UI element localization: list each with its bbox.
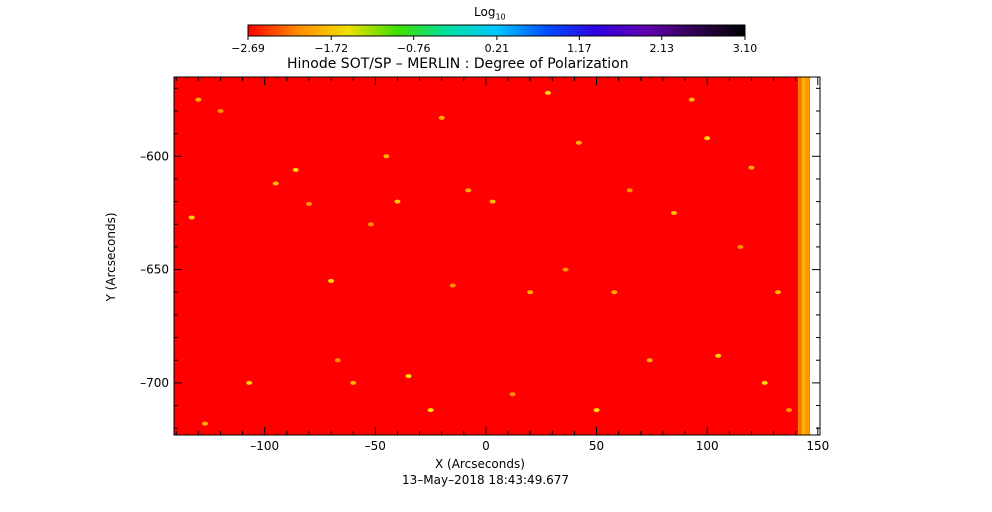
polarization-patch — [544, 90, 551, 95]
colorbar-label: Log10 — [474, 6, 506, 21]
x-tick-label: 0 — [482, 439, 490, 453]
x-tick-label: –50 — [365, 439, 386, 453]
polarization-patch — [509, 392, 516, 397]
colorbar-tick-label: −1.72 — [314, 42, 348, 55]
polarization-patch — [383, 154, 390, 159]
polarization-patch — [305, 201, 312, 206]
polarization-patch — [201, 421, 208, 426]
polarization-patch — [405, 374, 412, 379]
polarization-patch — [195, 97, 202, 102]
polarization-patch — [328, 278, 335, 283]
polarization-patch — [527, 290, 534, 295]
polarization-patch — [786, 408, 793, 413]
polarization-patch — [646, 358, 653, 363]
polarization-patch — [704, 136, 711, 141]
y-tick-label: –700 — [140, 376, 169, 390]
polarization-patch — [350, 380, 357, 385]
polarization-patch — [438, 115, 445, 120]
polarization-patch — [465, 188, 472, 193]
colorbar-tick-label: 0.21 — [485, 42, 510, 55]
polarization-patch — [593, 408, 600, 413]
x-axis-label: X (Arcseconds) — [435, 457, 525, 471]
blank-edge-strip — [810, 77, 820, 435]
polarization-patch — [272, 181, 279, 186]
polarization-patch — [427, 408, 434, 413]
polarization-patch — [367, 222, 374, 227]
colorbar — [247, 24, 746, 37]
polarization-patch — [670, 210, 677, 215]
colorbar-tick-label: 1.17 — [567, 42, 592, 55]
polarization-patch — [217, 108, 224, 113]
y-tick-label: –600 — [140, 149, 169, 163]
polarization-patch — [188, 215, 195, 220]
polarization-patch — [715, 353, 722, 358]
y-tick-label: –650 — [140, 263, 169, 277]
plot-background — [174, 77, 810, 435]
polarization-patch — [562, 267, 569, 272]
polarization-patch — [748, 165, 755, 170]
limb-edge-stripe — [797, 77, 802, 435]
polarization-patch — [611, 290, 618, 295]
x-tick-label: 150 — [806, 439, 829, 453]
x-tick-label: 100 — [696, 439, 719, 453]
plot-frame — [173, 76, 821, 436]
polarization-patch — [688, 97, 695, 102]
polarization-features — [188, 90, 793, 426]
polarization-patch — [575, 140, 582, 145]
colorbar-tick-label: 2.13 — [649, 42, 674, 55]
x-axis-ticks: –100 –50 0 50 100 150 — [175, 77, 829, 453]
colorbar-label-base: Log — [474, 5, 496, 19]
polarization-patch — [489, 199, 496, 204]
colorbar-tick-label: 3.10 — [733, 42, 758, 55]
chart-title: Hinode SOT/SP – MERLIN : Degree of Polar… — [287, 56, 629, 72]
colorbar-ticks: −2.69 −1.72 −0.76 0.21 1.17 2.13 3.10 — [231, 36, 757, 55]
polarization-patch — [292, 167, 299, 172]
polarization-patch — [334, 358, 341, 363]
colorbar-tick-label: −2.69 — [231, 42, 265, 55]
polarization-patch — [626, 188, 633, 193]
timestamp: 13–May–2018 18:43:49.677 — [402, 473, 570, 487]
polarization-patch — [394, 199, 401, 204]
limb-edge-stripe — [805, 77, 810, 435]
polarization-patch — [761, 380, 768, 385]
limb-edge-stripe — [801, 77, 806, 435]
colorbar-label-subscript: 10 — [495, 12, 506, 22]
polarization-patch — [774, 290, 781, 295]
polarization-patch — [737, 244, 744, 249]
y-axis-ticks: –700 –650 –600 — [140, 87, 820, 429]
polarization-patch — [246, 380, 253, 385]
x-tick-label: 50 — [589, 439, 604, 453]
x-tick-label: –100 — [250, 439, 279, 453]
colorbar-tick-label: −0.76 — [397, 42, 431, 55]
polarization-patch — [449, 283, 456, 288]
